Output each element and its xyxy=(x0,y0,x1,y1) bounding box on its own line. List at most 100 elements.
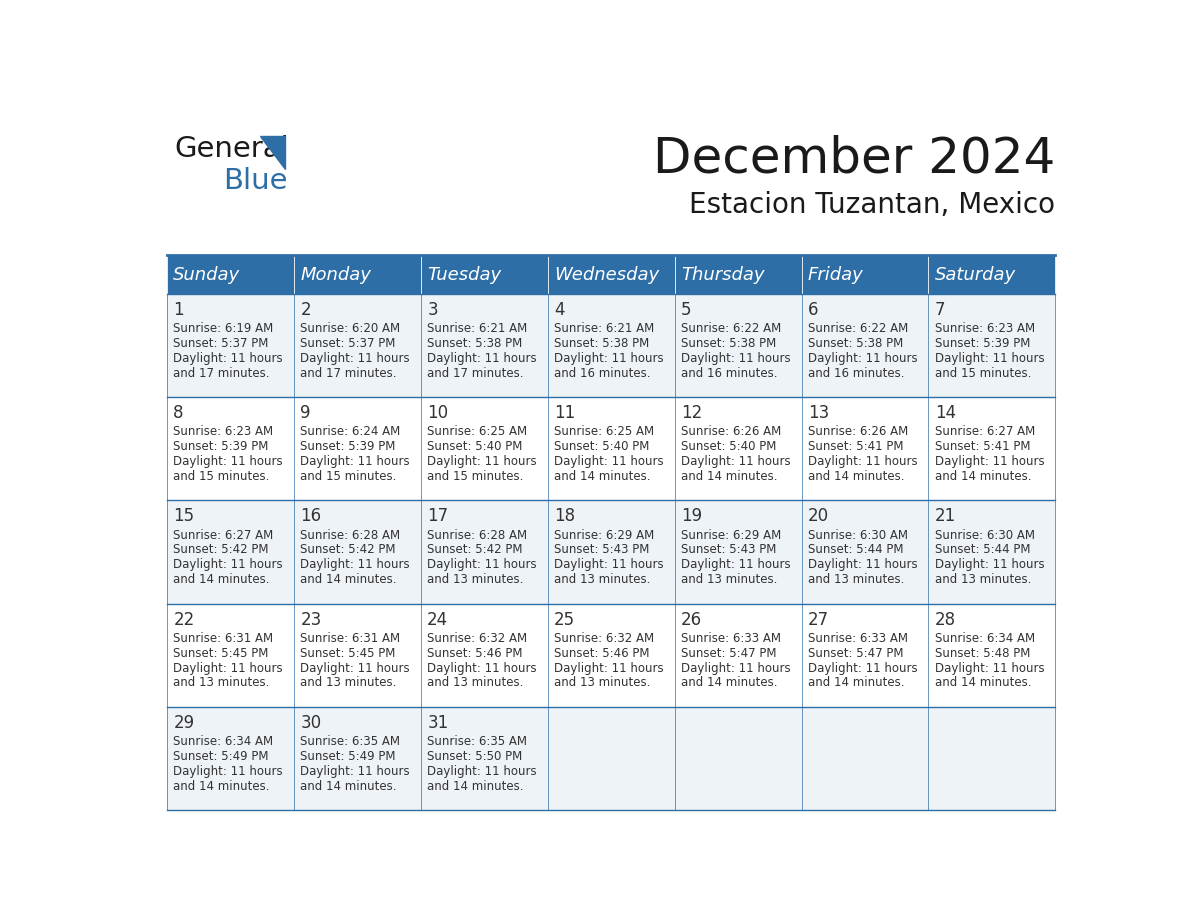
Bar xyxy=(166,603,1055,707)
Text: Sunset: 5:38 PM: Sunset: 5:38 PM xyxy=(428,337,523,350)
Text: Sunset: 5:46 PM: Sunset: 5:46 PM xyxy=(554,646,650,660)
Text: Daylight: 11 hours: Daylight: 11 hours xyxy=(935,558,1044,571)
Text: and 16 minutes.: and 16 minutes. xyxy=(554,367,651,380)
Text: Monday: Monday xyxy=(301,265,371,284)
Text: Sunset: 5:44 PM: Sunset: 5:44 PM xyxy=(808,543,904,556)
Text: Sunset: 5:42 PM: Sunset: 5:42 PM xyxy=(428,543,523,556)
Text: December 2024: December 2024 xyxy=(653,135,1055,183)
Text: and 14 minutes.: and 14 minutes. xyxy=(935,677,1031,689)
Text: Sunrise: 6:22 AM: Sunrise: 6:22 AM xyxy=(681,322,782,335)
Text: Daylight: 11 hours: Daylight: 11 hours xyxy=(554,352,664,365)
Bar xyxy=(166,255,293,294)
Text: Daylight: 11 hours: Daylight: 11 hours xyxy=(935,455,1044,468)
Text: Sunset: 5:37 PM: Sunset: 5:37 PM xyxy=(173,337,268,350)
Text: Sunrise: 6:33 AM: Sunrise: 6:33 AM xyxy=(681,632,781,644)
Text: Daylight: 11 hours: Daylight: 11 hours xyxy=(301,558,410,571)
Text: Daylight: 11 hours: Daylight: 11 hours xyxy=(808,352,917,365)
Text: 4: 4 xyxy=(554,301,564,319)
Text: 12: 12 xyxy=(681,404,702,422)
Bar xyxy=(166,294,1055,397)
Text: Sunrise: 6:34 AM: Sunrise: 6:34 AM xyxy=(935,632,1035,644)
Text: and 14 minutes.: and 14 minutes. xyxy=(173,573,270,587)
Text: Daylight: 11 hours: Daylight: 11 hours xyxy=(428,558,537,571)
Text: Sunrise: 6:26 AM: Sunrise: 6:26 AM xyxy=(681,425,782,439)
Text: 17: 17 xyxy=(428,508,448,525)
Text: Sunrise: 6:28 AM: Sunrise: 6:28 AM xyxy=(301,529,400,542)
Text: Sunrise: 6:32 AM: Sunrise: 6:32 AM xyxy=(428,632,527,644)
Text: 8: 8 xyxy=(173,404,184,422)
Text: Sunrise: 6:32 AM: Sunrise: 6:32 AM xyxy=(554,632,655,644)
Text: Sunrise: 6:30 AM: Sunrise: 6:30 AM xyxy=(808,529,908,542)
Text: Sunrise: 6:24 AM: Sunrise: 6:24 AM xyxy=(301,425,400,439)
Text: and 13 minutes.: and 13 minutes. xyxy=(173,677,270,689)
Text: 27: 27 xyxy=(808,610,829,629)
Text: and 13 minutes.: and 13 minutes. xyxy=(808,573,904,587)
Text: Sunrise: 6:23 AM: Sunrise: 6:23 AM xyxy=(173,425,273,439)
Text: Daylight: 11 hours: Daylight: 11 hours xyxy=(808,662,917,675)
Text: Daylight: 11 hours: Daylight: 11 hours xyxy=(808,558,917,571)
Text: General: General xyxy=(175,135,289,162)
Text: 11: 11 xyxy=(554,404,575,422)
Bar xyxy=(548,255,675,294)
Text: Sunset: 5:46 PM: Sunset: 5:46 PM xyxy=(428,646,523,660)
Text: Daylight: 11 hours: Daylight: 11 hours xyxy=(428,765,537,778)
Text: Sunset: 5:39 PM: Sunset: 5:39 PM xyxy=(935,337,1030,350)
Text: Sunday: Sunday xyxy=(173,265,240,284)
Text: and 15 minutes.: and 15 minutes. xyxy=(935,367,1031,380)
Text: Sunrise: 6:19 AM: Sunrise: 6:19 AM xyxy=(173,322,273,335)
Text: Daylight: 11 hours: Daylight: 11 hours xyxy=(554,558,664,571)
Text: Daylight: 11 hours: Daylight: 11 hours xyxy=(681,662,791,675)
Text: and 14 minutes.: and 14 minutes. xyxy=(301,779,397,792)
Text: 25: 25 xyxy=(554,610,575,629)
Text: 14: 14 xyxy=(935,404,956,422)
Text: Sunrise: 6:27 AM: Sunrise: 6:27 AM xyxy=(935,425,1035,439)
Text: Daylight: 11 hours: Daylight: 11 hours xyxy=(301,662,410,675)
Text: Sunrise: 6:25 AM: Sunrise: 6:25 AM xyxy=(554,425,655,439)
Text: 28: 28 xyxy=(935,610,956,629)
Text: and 13 minutes.: and 13 minutes. xyxy=(681,573,777,587)
Text: Sunset: 5:45 PM: Sunset: 5:45 PM xyxy=(173,646,268,660)
Text: Friday: Friday xyxy=(808,265,864,284)
Text: 9: 9 xyxy=(301,404,311,422)
Text: and 14 minutes.: and 14 minutes. xyxy=(173,779,270,792)
Text: Sunrise: 6:25 AM: Sunrise: 6:25 AM xyxy=(428,425,527,439)
Text: Tuesday: Tuesday xyxy=(428,265,501,284)
Text: and 14 minutes.: and 14 minutes. xyxy=(681,470,778,483)
Text: Sunrise: 6:28 AM: Sunrise: 6:28 AM xyxy=(428,529,527,542)
Text: and 17 minutes.: and 17 minutes. xyxy=(428,367,524,380)
Text: and 16 minutes.: and 16 minutes. xyxy=(808,367,904,380)
Text: Sunset: 5:45 PM: Sunset: 5:45 PM xyxy=(301,646,396,660)
Text: Daylight: 11 hours: Daylight: 11 hours xyxy=(301,765,410,778)
Text: Sunset: 5:47 PM: Sunset: 5:47 PM xyxy=(808,646,904,660)
Text: Sunset: 5:38 PM: Sunset: 5:38 PM xyxy=(808,337,903,350)
Text: Estacion Tuzantan, Mexico: Estacion Tuzantan, Mexico xyxy=(689,192,1055,219)
Bar xyxy=(166,707,1055,810)
Text: and 13 minutes.: and 13 minutes. xyxy=(554,573,651,587)
Text: 18: 18 xyxy=(554,508,575,525)
Text: Sunset: 5:50 PM: Sunset: 5:50 PM xyxy=(428,750,523,763)
Text: and 15 minutes.: and 15 minutes. xyxy=(301,470,397,483)
Text: Sunrise: 6:22 AM: Sunrise: 6:22 AM xyxy=(808,322,909,335)
Text: 1: 1 xyxy=(173,301,184,319)
Text: Daylight: 11 hours: Daylight: 11 hours xyxy=(428,352,537,365)
Text: Sunset: 5:38 PM: Sunset: 5:38 PM xyxy=(554,337,650,350)
Text: Daylight: 11 hours: Daylight: 11 hours xyxy=(173,765,283,778)
Text: Sunset: 5:44 PM: Sunset: 5:44 PM xyxy=(935,543,1030,556)
Text: Sunrise: 6:33 AM: Sunrise: 6:33 AM xyxy=(808,632,908,644)
Text: and 14 minutes.: and 14 minutes. xyxy=(428,779,524,792)
Text: Sunset: 5:48 PM: Sunset: 5:48 PM xyxy=(935,646,1030,660)
Text: 19: 19 xyxy=(681,508,702,525)
Polygon shape xyxy=(260,136,285,169)
Text: Sunrise: 6:27 AM: Sunrise: 6:27 AM xyxy=(173,529,273,542)
Text: Sunrise: 6:34 AM: Sunrise: 6:34 AM xyxy=(173,735,273,748)
Text: Saturday: Saturday xyxy=(935,265,1016,284)
Text: Sunset: 5:43 PM: Sunset: 5:43 PM xyxy=(681,543,777,556)
Text: Daylight: 11 hours: Daylight: 11 hours xyxy=(554,662,664,675)
Text: Sunset: 5:43 PM: Sunset: 5:43 PM xyxy=(554,543,650,556)
Text: Blue: Blue xyxy=(223,167,287,196)
Text: Sunrise: 6:31 AM: Sunrise: 6:31 AM xyxy=(173,632,273,644)
Text: Sunrise: 6:30 AM: Sunrise: 6:30 AM xyxy=(935,529,1035,542)
Text: 2: 2 xyxy=(301,301,311,319)
Text: and 14 minutes.: and 14 minutes. xyxy=(554,470,651,483)
Bar xyxy=(166,397,1055,500)
